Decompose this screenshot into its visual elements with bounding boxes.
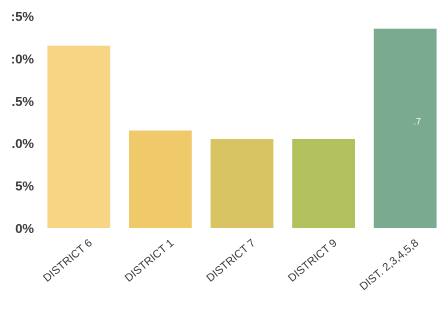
bar-data-label: .7 xyxy=(413,116,421,126)
x-category-label: DISTRICT 6 xyxy=(41,237,94,285)
bar-4 xyxy=(292,139,355,228)
x-category-label: DISTRICT 9 xyxy=(286,237,339,285)
y-tick-label: .5% xyxy=(12,94,35,109)
y-tick-label: .0% xyxy=(12,136,35,151)
data-labels: .7 xyxy=(413,116,421,126)
x-axis: DISTRICT 6 DISTRICT 1 DISTRICT 7 DISTRICT 9… xyxy=(41,237,421,293)
x-category-label: DIST. 2,3,4,5,8 xyxy=(358,237,421,293)
x-category-label: DISTRICT 7 xyxy=(204,237,257,285)
bar-2 xyxy=(129,130,192,228)
bars xyxy=(47,28,437,229)
y-tick-label: 0% xyxy=(15,221,34,236)
y-axis: 0% 5% .0% .5% :0% :5% xyxy=(11,9,35,236)
y-tick-label: :5% xyxy=(11,9,35,24)
x-category-label: DISTRICT 1 xyxy=(123,237,176,285)
bar-1 xyxy=(47,45,111,229)
bar-5 xyxy=(373,28,437,229)
y-tick-label: :0% xyxy=(11,51,35,66)
y-tick-label: 5% xyxy=(15,179,34,194)
bar-3 xyxy=(210,139,274,228)
